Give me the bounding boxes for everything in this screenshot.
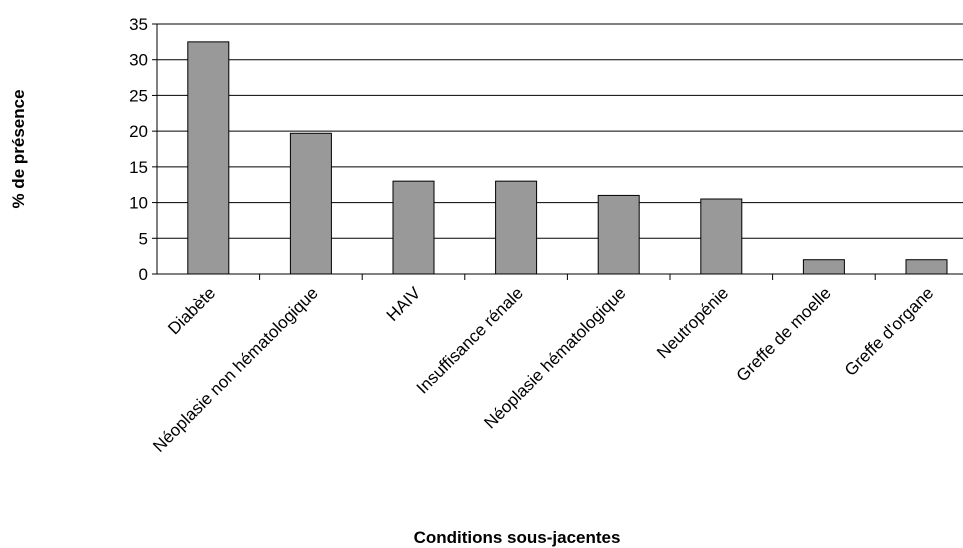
- bar: [802, 259, 845, 275]
- y-tick-label: 20: [129, 122, 148, 141]
- category-label: Greffe d'organe: [841, 283, 937, 379]
- x-ticks: [259, 274, 876, 280]
- category-label: Greffe de moelle: [733, 283, 835, 385]
- y-tick-label: 5: [139, 229, 148, 248]
- x-axis-title: Conditions sous-jacentes: [414, 528, 621, 547]
- category-label: Insuffisance rénale: [413, 283, 527, 397]
- y-axis-title: % de présence: [9, 89, 28, 208]
- gridlines: [157, 23, 963, 239]
- bar: [495, 180, 538, 275]
- y-tick-label: 10: [129, 194, 148, 213]
- bar: [905, 259, 948, 275]
- bar: [187, 41, 230, 275]
- y-tick-label: 35: [129, 15, 148, 34]
- category-label: Diabète: [164, 283, 219, 338]
- bar: [597, 194, 640, 275]
- y-ticks: 0 5 10 15 20 25 30 35: [129, 15, 157, 284]
- bar: [392, 180, 435, 275]
- category-label: Neutropénie: [653, 283, 732, 362]
- y-tick-label: 15: [129, 158, 148, 177]
- bar: [700, 198, 743, 275]
- y-tick-label: 30: [129, 51, 148, 70]
- bar: [289, 132, 332, 275]
- category-label: HAIV: [383, 283, 425, 325]
- y-tick-label: 0: [139, 265, 148, 284]
- category-label: Néoplasie non hématologique: [149, 283, 322, 456]
- bars: [187, 41, 948, 275]
- y-tick-label: 25: [129, 86, 148, 105]
- axes: [156, 24, 963, 275]
